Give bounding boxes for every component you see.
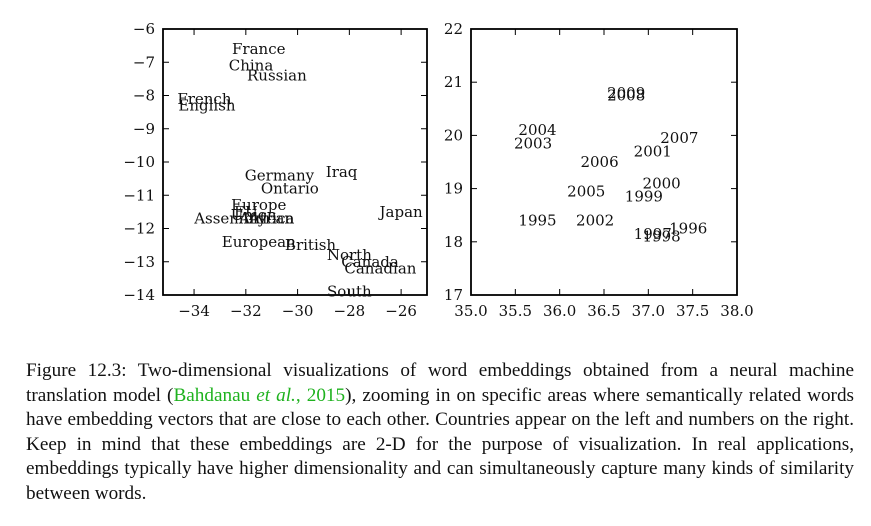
x-tick-label: 36.5 (587, 302, 620, 320)
y-tick-label: 17 (444, 286, 463, 304)
x-tick-label: −28 (334, 302, 366, 320)
citation-link[interactable]: Bahdanau et al., 2015 (173, 385, 345, 406)
point-label-1998: 1998 (643, 227, 681, 245)
y-tick-label: 18 (444, 233, 463, 251)
y-tick-label: −9 (133, 120, 155, 138)
point-label-2007: 2007 (660, 129, 698, 147)
point-label-english: English (178, 96, 236, 114)
x-tick-label: 36.0 (543, 302, 576, 320)
point-label-africa: Africa (248, 210, 294, 228)
point-label-ontario: Ontario (261, 180, 319, 198)
point-label-russian: Russian (247, 67, 307, 85)
right-panel-years: 35.0 35.5 36.0 36.5 37.0 37.5 38.0 17 18 19 20 21 22… (444, 20, 754, 320)
x-tick-label: 37.5 (676, 302, 709, 320)
point-label-1999: 1999 (625, 188, 663, 206)
point-label-european: European (222, 233, 296, 251)
left-panel-countries: −34 −32 −30 −28 −26 −6 −7 −8 −9 −10 −11 −12 −13 −14 Fr… (123, 20, 428, 320)
caption-text-end: ), zooming in on specific areas where se… (26, 384, 855, 504)
y-tick-label: −12 (123, 220, 155, 238)
point-label-2004: 2004 (518, 121, 556, 139)
point-label-eu: EU (234, 203, 258, 221)
caption-text-start: Figure 12.3: Two-dimensional visualizati… (26, 360, 854, 406)
y-tick-label: −10 (123, 153, 155, 171)
point-label-2002: 2002 (576, 212, 614, 230)
x-tick-label: 38.0 (720, 302, 753, 320)
point-label-iraq: Iraq (326, 163, 358, 181)
y-tick-label: −13 (123, 253, 155, 271)
point-label-union: Union (231, 206, 277, 224)
point-label-germany: Germany (245, 166, 315, 184)
point-label-2009: 2009 (607, 84, 645, 102)
point-label-2000: 2000 (643, 174, 681, 192)
point-label-france: France (232, 40, 286, 58)
point-label-assembly: Assembly (193, 210, 267, 228)
y-tick-label: 21 (444, 73, 463, 91)
point-label-french: French (177, 90, 232, 108)
y-tick-label: 19 (444, 180, 463, 198)
point-label-1995: 1995 (518, 212, 556, 230)
x-tick-label: −34 (178, 302, 210, 320)
point-label-2006: 2006 (580, 153, 618, 171)
x-tick-label: 35.0 (454, 302, 487, 320)
x-tick-label: −30 (282, 302, 314, 320)
citation-et-al: et al. (256, 384, 296, 406)
citation-author: Bahdanau (173, 384, 257, 406)
y-tick-label: 22 (444, 20, 463, 38)
point-label-2003: 2003 (514, 134, 552, 152)
point-label-canada: Canada (341, 253, 399, 271)
point-label-1997: 1997 (634, 225, 672, 243)
y-tick-label: −8 (133, 87, 155, 105)
point-label-african: African (238, 210, 294, 228)
point-label-british: British (285, 236, 337, 254)
citation-year: 2015 (306, 384, 346, 406)
point-label-2001: 2001 (634, 142, 672, 160)
citation-separator: , (295, 384, 307, 406)
y-tick-label: −6 (133, 20, 155, 38)
point-label-2005: 2005 (567, 182, 605, 200)
point-label-europe: Europe (231, 196, 286, 214)
point-label-canadian: Canadian (344, 259, 416, 277)
y-tick-label: −7 (133, 53, 155, 71)
point-label-north: North (327, 246, 372, 264)
figure-caption: Figure 12.3: Two-dimensional visualizati… (26, 359, 854, 507)
x-tick-label: 37.0 (632, 302, 665, 320)
point-label-2008: 2008 (607, 87, 645, 105)
point-label-japan: Japan (378, 203, 424, 221)
x-tick-label: −32 (230, 302, 262, 320)
x-tick-label: 35.5 (499, 302, 532, 320)
y-tick-label: 20 (444, 126, 463, 144)
point-label-south: South (327, 283, 372, 301)
point-label-1996: 1996 (669, 220, 707, 238)
y-tick-label: −11 (123, 186, 155, 204)
x-tick-label: −26 (385, 302, 417, 320)
y-tick-label: −14 (123, 286, 155, 304)
point-label-china: China (229, 57, 274, 75)
figure-embedding-plots: −34 −32 −30 −28 −26 −6 −7 −8 −9 −10 −11 −12 −13 −14 Fr… (123, 20, 754, 320)
